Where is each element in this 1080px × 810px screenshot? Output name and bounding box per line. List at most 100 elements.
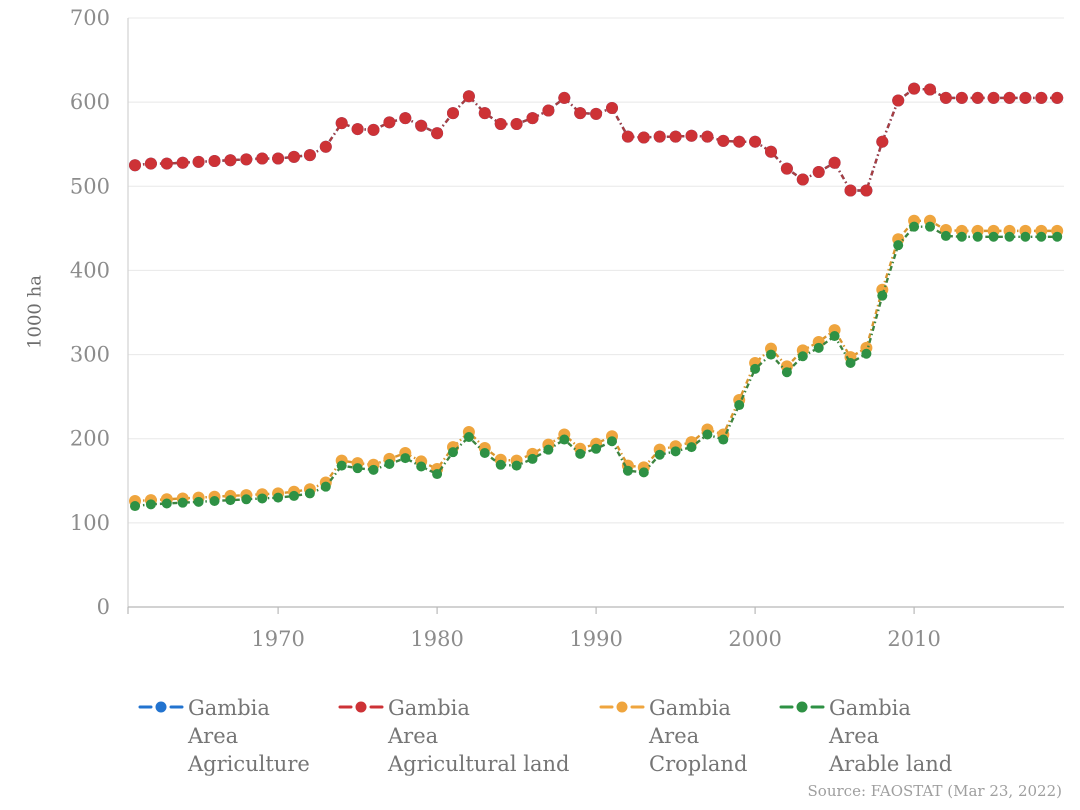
data-point-agricultural-land[interactable] <box>256 152 269 165</box>
data-point-agricultural-land[interactable] <box>494 118 507 131</box>
data-point-agricultural-land[interactable] <box>224 154 237 167</box>
data-point-arable-land[interactable] <box>527 453 538 464</box>
data-point-agricultural-land[interactable] <box>335 117 348 130</box>
data-point-arable-land[interactable] <box>193 496 204 507</box>
data-point-arable-land[interactable] <box>972 231 983 242</box>
data-point-agricultural-land[interactable] <box>574 107 587 120</box>
data-point-arable-land[interactable] <box>368 464 379 475</box>
data-point-agricultural-land[interactable] <box>192 155 205 168</box>
data-point-agricultural-land[interactable] <box>462 90 475 103</box>
data-point-arable-land[interactable] <box>145 499 156 510</box>
data-point-agricultural-land[interactable] <box>796 173 809 186</box>
data-point-arable-land[interactable] <box>225 495 236 506</box>
data-point-arable-land[interactable] <box>654 449 665 460</box>
data-point-agricultural-land[interactable] <box>606 102 618 115</box>
legend-item-arable-land[interactable]: Gambia Area Arable land <box>779 694 952 778</box>
data-point-arable-land[interactable] <box>607 436 617 447</box>
data-point-arable-land[interactable] <box>161 498 172 509</box>
data-point-arable-land[interactable] <box>559 434 570 445</box>
data-point-agricultural-land[interactable] <box>478 107 491 120</box>
data-point-agricultural-land[interactable] <box>765 145 777 158</box>
data-point-agricultural-land[interactable] <box>637 131 650 144</box>
data-point-agricultural-land[interactable] <box>701 130 714 143</box>
data-point-arable-land[interactable] <box>781 367 792 378</box>
data-point-agricultural-land[interactable] <box>669 130 682 143</box>
data-point-arable-land[interactable] <box>829 331 840 342</box>
data-point-arable-land[interactable] <box>463 432 474 443</box>
data-point-agricultural-land[interactable] <box>908 82 921 95</box>
data-point-arable-land[interactable] <box>177 497 188 508</box>
data-point-arable-land[interactable] <box>479 448 490 459</box>
data-point-agricultural-land[interactable] <box>129 159 141 172</box>
data-point-arable-land[interactable] <box>575 448 586 459</box>
data-point-arable-land[interactable] <box>686 442 697 453</box>
data-point-arable-land[interactable] <box>432 469 443 480</box>
data-point-arable-land[interactable] <box>241 494 252 505</box>
data-point-agricultural-land[interactable] <box>415 119 428 132</box>
data-point-agricultural-land[interactable] <box>367 123 380 136</box>
data-point-arable-land[interactable] <box>909 221 920 232</box>
data-point-arable-land[interactable] <box>988 231 999 242</box>
data-point-arable-land[interactable] <box>304 488 315 499</box>
data-point-agricultural-land[interactable] <box>733 135 746 148</box>
data-point-arable-land[interactable] <box>543 444 554 455</box>
data-point-agricultural-land[interactable] <box>303 149 316 162</box>
data-point-agricultural-land[interactable] <box>1003 91 1016 104</box>
data-point-arable-land[interactable] <box>448 447 458 458</box>
data-point-agricultural-land[interactable] <box>780 162 793 175</box>
data-point-arable-land[interactable] <box>289 490 299 501</box>
data-point-arable-land[interactable] <box>400 453 411 464</box>
data-point-arable-land[interactable] <box>495 459 506 470</box>
data-point-agricultural-land[interactable] <box>828 156 841 169</box>
data-point-arable-land[interactable] <box>511 460 522 471</box>
data-point-agricultural-land[interactable] <box>510 118 523 131</box>
data-point-agricultural-land[interactable] <box>892 94 905 107</box>
data-point-arable-land[interactable] <box>130 501 140 512</box>
data-point-agricultural-land[interactable] <box>749 135 762 148</box>
legend-item-agricultural-land[interactable]: Gambia Area Agricultural land <box>338 694 569 778</box>
data-point-agricultural-land[interactable] <box>1019 91 1032 104</box>
data-point-agricultural-land[interactable] <box>876 135 889 148</box>
data-point-agricultural-land[interactable] <box>144 157 157 170</box>
data-point-arable-land[interactable] <box>591 443 602 454</box>
data-point-agricultural-land[interactable] <box>1035 91 1048 104</box>
data-point-arable-land[interactable] <box>893 240 904 251</box>
data-point-arable-land[interactable] <box>209 495 220 506</box>
data-point-agricultural-land[interactable] <box>621 130 634 143</box>
data-point-agricultural-land[interactable] <box>685 129 698 142</box>
data-point-agricultural-land[interactable] <box>160 157 173 170</box>
data-point-arable-land[interactable] <box>956 231 967 242</box>
data-point-agricultural-land[interactable] <box>399 112 412 125</box>
data-point-arable-land[interactable] <box>940 230 951 241</box>
data-point-arable-land[interactable] <box>702 429 713 440</box>
data-point-agricultural-land[interactable] <box>542 104 555 117</box>
data-point-agricultural-land[interactable] <box>1051 91 1064 104</box>
data-point-arable-land[interactable] <box>416 461 427 472</box>
data-point-arable-land[interactable] <box>273 492 284 503</box>
data-point-agricultural-land[interactable] <box>590 107 603 120</box>
data-point-arable-land[interactable] <box>925 221 935 232</box>
data-point-agricultural-land[interactable] <box>288 150 300 163</box>
data-point-arable-land[interactable] <box>1052 231 1063 242</box>
data-point-agricultural-land[interactable] <box>558 91 571 104</box>
data-point-agricultural-land[interactable] <box>431 127 444 140</box>
data-point-agricultural-land[interactable] <box>844 184 857 197</box>
data-point-arable-land[interactable] <box>750 363 761 374</box>
data-point-arable-land[interactable] <box>734 400 745 411</box>
data-point-agricultural-land[interactable] <box>351 123 364 136</box>
data-point-agricultural-land[interactable] <box>987 91 1000 104</box>
data-point-agricultural-land[interactable] <box>272 152 285 165</box>
data-point-arable-land[interactable] <box>336 460 347 471</box>
data-point-arable-land[interactable] <box>670 446 681 457</box>
data-point-agricultural-land[interactable] <box>319 140 332 153</box>
data-point-agricultural-land[interactable] <box>176 156 189 169</box>
data-point-agricultural-land[interactable] <box>971 91 984 104</box>
data-point-agricultural-land[interactable] <box>939 91 952 104</box>
legend-item-agriculture[interactable]: Gambia Area Agriculture <box>138 694 310 778</box>
data-point-arable-land[interactable] <box>622 465 633 476</box>
data-point-arable-land[interactable] <box>813 342 824 353</box>
data-point-arable-land[interactable] <box>638 467 649 478</box>
data-point-arable-land[interactable] <box>320 481 331 492</box>
data-point-agricultural-land[interactable] <box>812 165 825 178</box>
data-point-agricultural-land[interactable] <box>383 116 396 129</box>
